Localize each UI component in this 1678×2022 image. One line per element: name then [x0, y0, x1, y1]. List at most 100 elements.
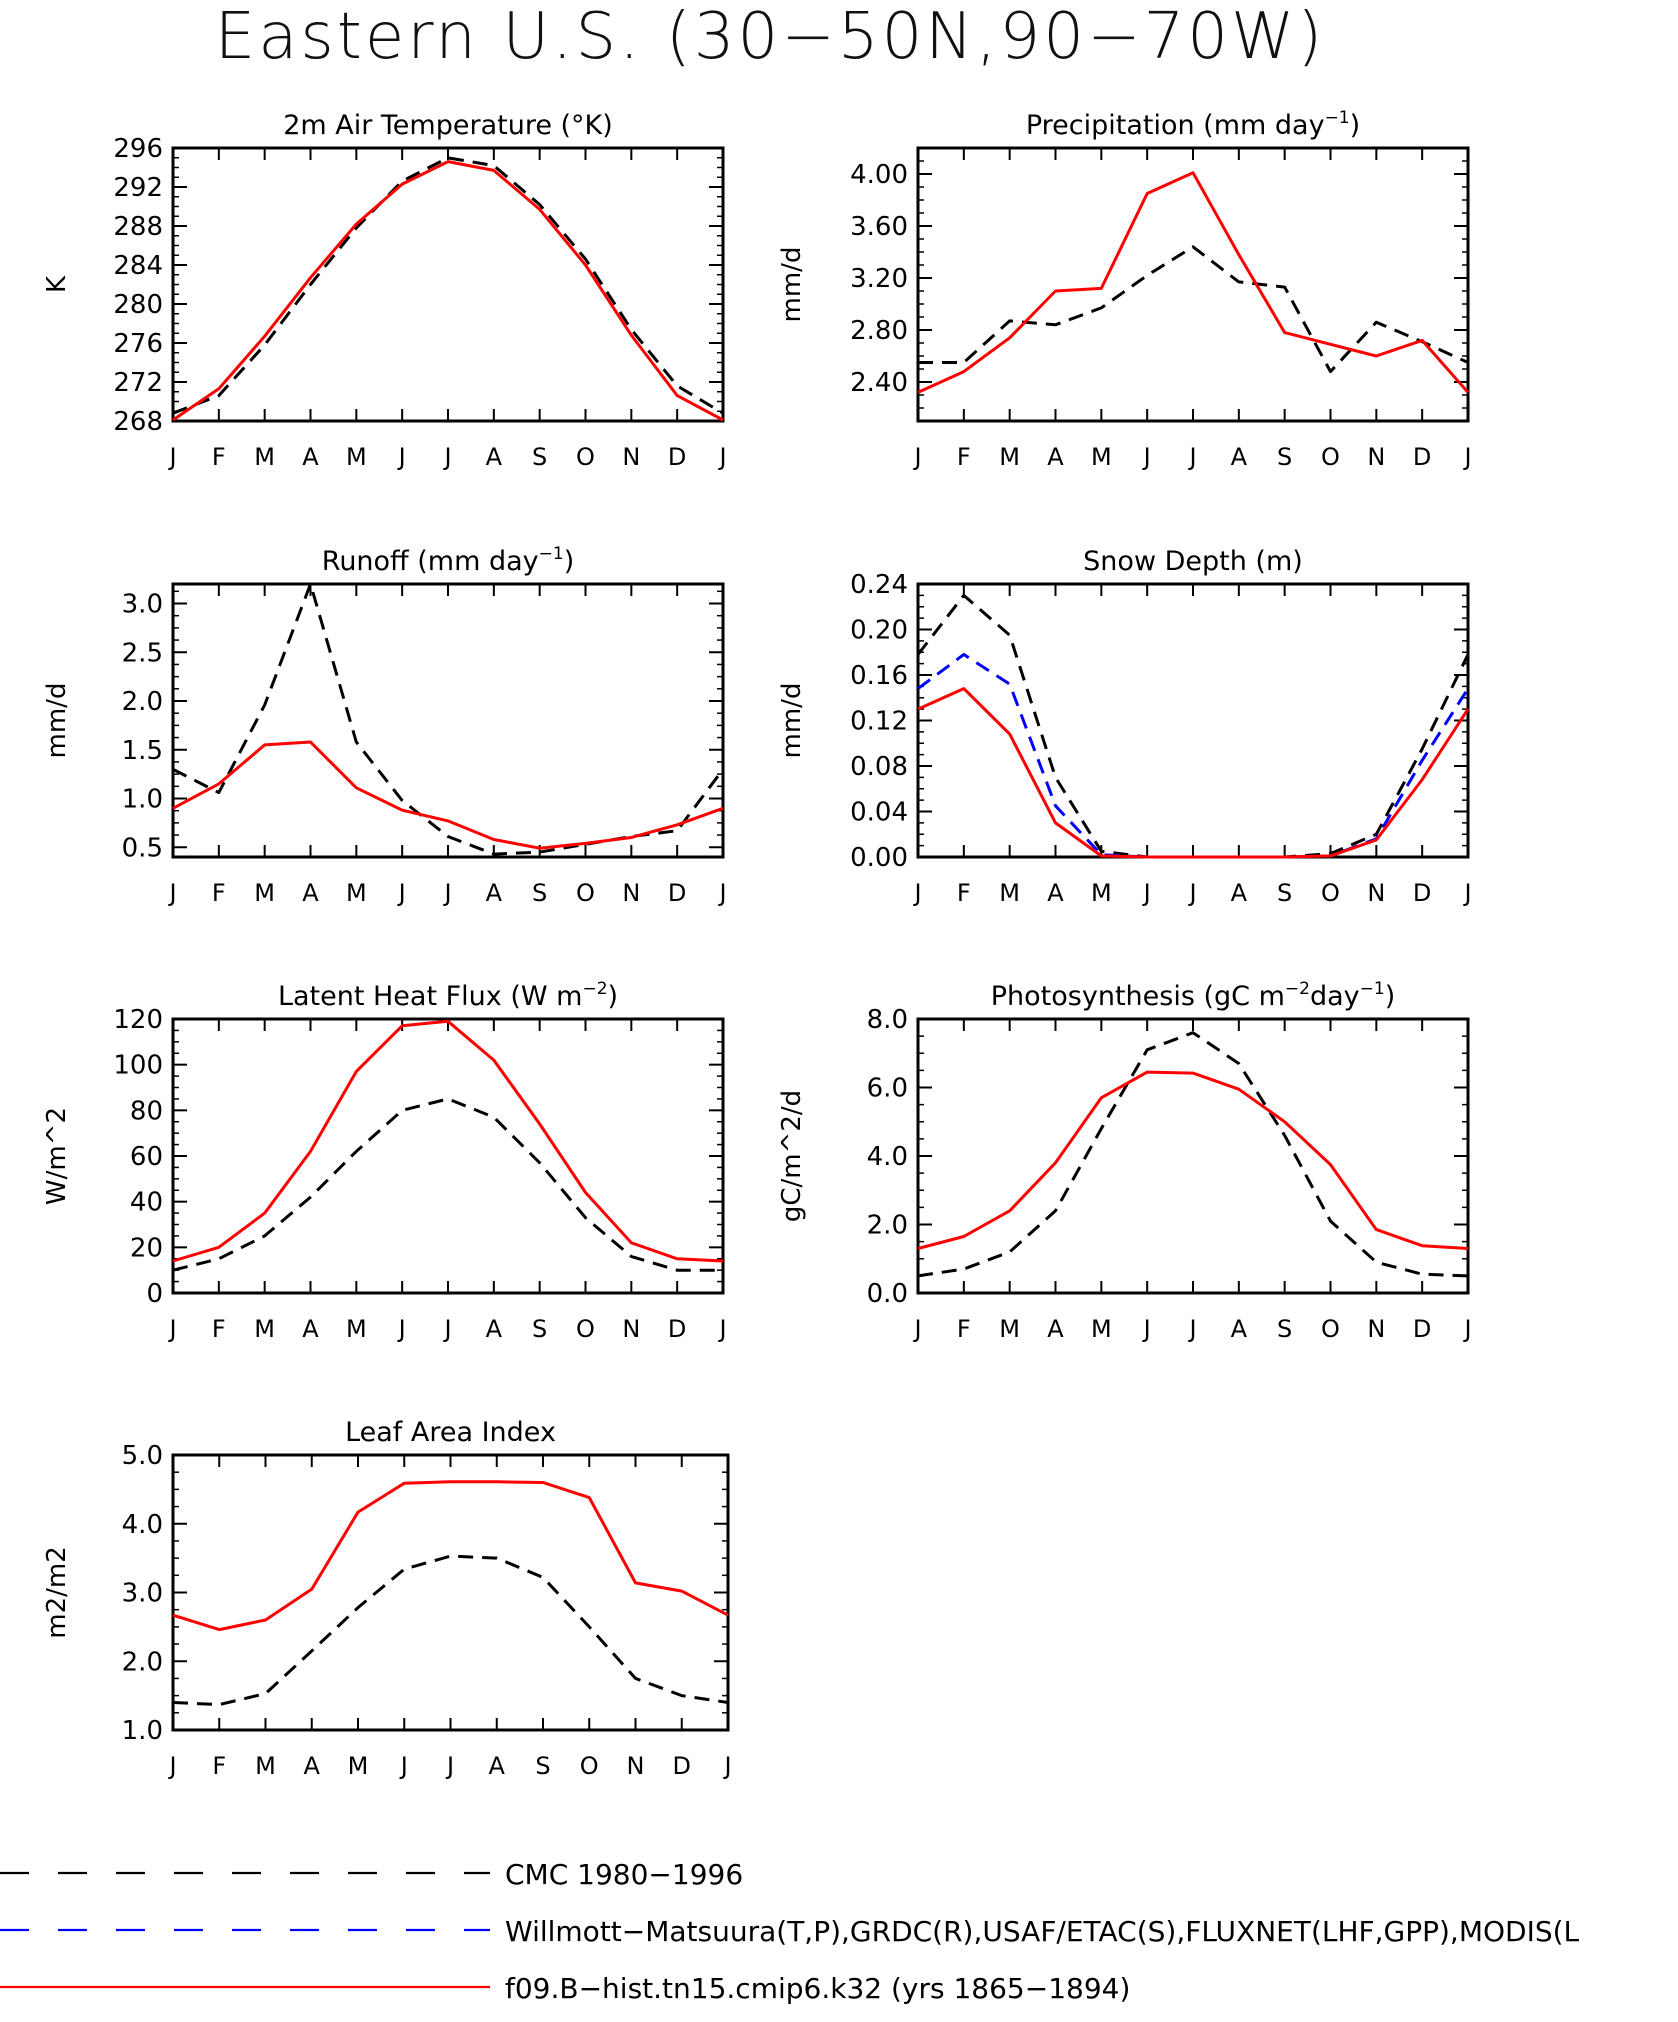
y-tick-label: 2.5	[122, 638, 163, 668]
panel-runoff-mm-day: J F M A M J J A S O N D J0.51.01.52.02.53.0mm/dRunof…	[42, 544, 727, 907]
x-tick-label: J	[399, 1752, 408, 1780]
x-tick-label: J	[397, 879, 406, 907]
y-tick-label: 0.16	[850, 661, 908, 691]
x-tick-label: O	[576, 443, 595, 471]
y-tick-label: 0	[146, 1279, 163, 1309]
x-tick-label: J	[1462, 1315, 1471, 1343]
x-tick-label: M	[1091, 879, 1112, 907]
x-tick-label: A	[1231, 879, 1248, 907]
y-tick-label: 2.0	[867, 1211, 908, 1241]
series-line-cmc	[172, 1554, 729, 1707]
x-tick-label: N	[622, 443, 640, 471]
x-tick-label: M	[346, 879, 367, 907]
x-tick-label: D	[673, 1752, 691, 1780]
x-tick-label: A	[1047, 879, 1064, 907]
series-line-cmc	[172, 582, 725, 856]
x-tick-label: F	[212, 1315, 226, 1343]
y-tick-label: 288	[113, 212, 163, 242]
x-tick-label: S	[1277, 1315, 1292, 1343]
plot-frame	[171, 146, 725, 423]
y-tick-label: 3.60	[850, 212, 908, 242]
x-tick-label: N	[1367, 1315, 1385, 1343]
x-tick-label: O	[576, 879, 595, 907]
y-tick-label: 0.04	[850, 798, 908, 828]
legend-item-obs: Willmott−Matsuura(T,P),GRDC(R),USAF/ETAC…	[0, 1915, 1580, 1948]
x-tick-label: J	[1142, 443, 1151, 471]
panel-title: Precipitation (mm day−1)	[1026, 108, 1360, 141]
x-tick-label: M	[1091, 443, 1112, 471]
y-tick-label: 2.40	[850, 368, 908, 398]
x-tick-label: A	[486, 443, 503, 471]
x-tick-label: N	[622, 1315, 640, 1343]
y-axis-label: mm/d	[777, 683, 807, 759]
x-tick-label: M	[254, 443, 275, 471]
y-tick-label: 1.0	[122, 785, 163, 815]
y-tick-label: 8.0	[867, 1005, 908, 1035]
series-line-cmc	[918, 245, 1469, 374]
y-axis-label: gC/m^2/d	[777, 1090, 807, 1222]
y-tick-label: 296	[113, 134, 163, 164]
x-tick-label: D	[668, 443, 686, 471]
x-tick-label: A	[1047, 443, 1064, 471]
x-tick-label: A	[486, 879, 503, 907]
y-tick-label: 0.00	[850, 843, 908, 873]
panel-title: Leaf Area Index	[345, 1417, 556, 1448]
x-tick-label: J	[717, 879, 726, 907]
x-tick-label: J	[1142, 879, 1151, 907]
x-tick-label: A	[302, 443, 319, 471]
y-tick-label: 276	[113, 329, 163, 359]
x-tick-label: J	[442, 1315, 451, 1343]
x-tick-label: J	[442, 879, 451, 907]
x-tick-label: S	[532, 1315, 547, 1343]
x-tick-label: J	[397, 1315, 406, 1343]
y-tick-label: 3.20	[850, 264, 908, 294]
y-tick-label: 2.0	[122, 687, 163, 717]
plot-frame	[171, 1017, 725, 1295]
x-tick-label: F	[957, 879, 971, 907]
x-tick-label: J	[1187, 879, 1196, 907]
panel-latent-heat-flux-w-m: J F M A M J J A S O N D J020406080100120W/m^2Latent …	[42, 979, 727, 1343]
x-tick-label: A	[1047, 1315, 1064, 1343]
y-axis-label: mm/d	[42, 683, 72, 759]
y-axis-label: mm/d	[777, 247, 807, 323]
y-tick-label: 1.0	[122, 1716, 163, 1746]
legend: CMC 1980−1996 Willmott−Matsuura(T,P),GRDC…	[0, 1858, 1580, 2005]
x-tick-label: O	[580, 1752, 599, 1780]
x-tick-label: J	[167, 1752, 176, 1780]
y-axis-label: K	[42, 275, 72, 293]
y-tick-label: 0.12	[850, 707, 908, 737]
x-tick-label: D	[668, 1315, 686, 1343]
y-tick-label: 0.08	[850, 752, 908, 782]
x-tick-label: F	[212, 443, 226, 471]
series-line-model	[917, 1070, 1469, 1250]
x-tick-label: F	[957, 1315, 971, 1343]
x-tick-label: M	[999, 443, 1020, 471]
x-tick-label: M	[999, 879, 1020, 907]
y-tick-label: 280	[113, 290, 163, 320]
y-tick-label: 2.80	[850, 316, 908, 346]
series-line-model	[172, 1480, 729, 1632]
x-tick-label: J	[722, 1752, 731, 1780]
y-tick-label: 80	[130, 1096, 163, 1126]
legend-item-cmc: CMC 1980−1996	[0, 1858, 743, 1891]
x-tick-label: A	[302, 1315, 319, 1343]
panel-title: Photosynthesis (gC m−2day−1)	[991, 979, 1395, 1012]
y-tick-label: 4.0	[867, 1142, 908, 1172]
x-tick-label: A	[486, 1315, 503, 1343]
series-line-model	[917, 171, 1470, 394]
x-tick-label: N	[1367, 443, 1385, 471]
y-tick-label: 0.20	[850, 616, 908, 646]
x-tick-label: J	[717, 443, 726, 471]
x-tick-label: M	[346, 443, 367, 471]
x-tick-label: J	[1462, 443, 1471, 471]
panel-title: Runoff (mm day−1)	[322, 544, 574, 577]
plot-frame	[916, 1017, 1470, 1295]
x-tick-label: S	[1277, 879, 1292, 907]
x-tick-label: A	[489, 1752, 506, 1780]
y-tick-label: 2.0	[122, 1647, 163, 1677]
x-tick-label: A	[1231, 1315, 1248, 1343]
y-tick-label: 40	[130, 1188, 163, 1218]
x-tick-label: J	[912, 1315, 921, 1343]
x-tick-label: N	[622, 879, 640, 907]
x-tick-label: O	[1321, 879, 1340, 907]
